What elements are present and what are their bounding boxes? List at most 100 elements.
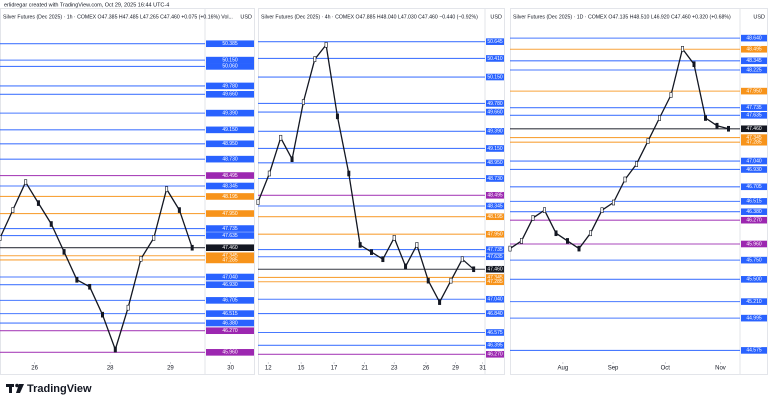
price-label-bg: [741, 216, 767, 224]
price-label: 44.575: [746, 348, 762, 354]
price-label-bg: [206, 109, 254, 117]
x-tick-label: 30: [227, 366, 234, 372]
x-tick-label: 31: [479, 366, 486, 372]
price-label: 46.840: [487, 311, 503, 317]
candle: [415, 242, 419, 248]
price-label: 47.285: [487, 279, 503, 285]
price-label-bg: [206, 244, 254, 252]
price-label-bg: [741, 208, 767, 216]
candle: [449, 277, 453, 284]
x-tick-label: Sep: [608, 366, 619, 372]
price-label: 46.575: [487, 330, 503, 336]
price-label: 46.930: [222, 282, 238, 288]
price-label-bg: [741, 138, 767, 146]
x-tick-label: Aug: [558, 366, 569, 372]
price-label-bg: [486, 253, 504, 261]
price-label-bg: [206, 319, 254, 327]
price-label-bg: [486, 145, 504, 152]
price-label: 47.345: [222, 253, 238, 259]
price-label: 45.960: [746, 241, 762, 247]
candle: [381, 256, 385, 263]
candle: [177, 207, 181, 213]
candle: [542, 207, 546, 213]
price-label-bg: [741, 347, 767, 354]
price-label: 47.345: [746, 135, 762, 141]
price-label-bg: [486, 128, 504, 135]
price-label-bg: [486, 202, 504, 210]
candle: [715, 122, 719, 129]
price-label-bg: [741, 45, 767, 53]
price-label-bg: [206, 155, 254, 163]
price-label-bg: [206, 56, 254, 64]
candle: [358, 242, 362, 248]
price-label: 47.285: [222, 257, 238, 263]
candle: [554, 230, 558, 237]
candle: [256, 199, 260, 205]
candle: [267, 170, 271, 177]
price-label-bg: [486, 55, 504, 62]
price-label: 46.380: [222, 320, 238, 326]
price-label-bg: [486, 191, 504, 199]
candle: [165, 186, 169, 192]
price-label: 47.040: [222, 274, 238, 280]
panel-border: [0, 8, 255, 375]
axis-unit: USD: [490, 14, 502, 20]
price-label-bg: [206, 63, 254, 70]
price-label: 47.635: [746, 113, 762, 119]
candle: [577, 245, 581, 252]
candle: [62, 249, 66, 255]
price-label-bg: [206, 182, 254, 190]
price-label-bg: [486, 100, 504, 107]
candle: [0, 235, 2, 241]
price-label: 47.345: [487, 275, 503, 281]
candle: [190, 244, 194, 251]
price-label: 50.410: [487, 56, 503, 62]
price-label: 50.385: [222, 41, 238, 47]
x-tick-label: 12: [265, 366, 272, 372]
price-label: 48.195: [487, 214, 503, 220]
price-label-bg: [206, 349, 254, 356]
price-label-bg: [486, 175, 504, 182]
price-label: 48.345: [222, 183, 238, 189]
price-label: 47.040: [746, 158, 762, 164]
candle: [392, 235, 396, 241]
price-label: 46.270: [222, 328, 238, 334]
price-label-bg: [741, 34, 767, 42]
candle: [404, 263, 408, 270]
x-tick-label: 26: [31, 366, 38, 372]
candle: [113, 346, 117, 353]
panel-title: Silver Futures (Dec 2025) · 1D · COMEX O…: [513, 14, 731, 20]
candle: [75, 276, 79, 283]
header: erlidregar created with TradingView.com,…: [4, 2, 169, 8]
price-label-bg: [206, 297, 254, 304]
x-tick-label: 17: [331, 366, 338, 372]
price-label-bg: [741, 298, 767, 305]
price-label: 48.495: [487, 193, 503, 199]
price-label-bg: [741, 104, 767, 111]
price-label: 47.950: [487, 232, 503, 238]
price-label: 48.195: [222, 194, 238, 200]
price-label-bg: [741, 198, 767, 205]
candle: [369, 249, 373, 255]
price-label: 48.495: [222, 173, 238, 179]
price-label-bg: [206, 82, 254, 90]
price-label: 45.210: [746, 299, 762, 305]
candle: [139, 256, 143, 262]
price-label-bg: [486, 295, 504, 303]
price-label-bg: [206, 40, 254, 48]
candle: [680, 46, 684, 52]
price-label: 50.060: [222, 64, 238, 70]
price-label: 46.705: [746, 184, 762, 190]
candle: [611, 199, 615, 206]
price-label-bg: [486, 274, 504, 281]
price-label: 46.930: [746, 167, 762, 173]
price-label-bg: [486, 73, 504, 81]
candle: [324, 42, 328, 48]
price-label: 49.150: [222, 127, 238, 133]
price-label-bg: [741, 57, 767, 65]
candle: [152, 235, 156, 241]
price-label: 49.390: [222, 110, 238, 116]
candle: [519, 238, 523, 244]
price-label-bg: [206, 256, 254, 264]
price-label: 46.380: [746, 209, 762, 215]
